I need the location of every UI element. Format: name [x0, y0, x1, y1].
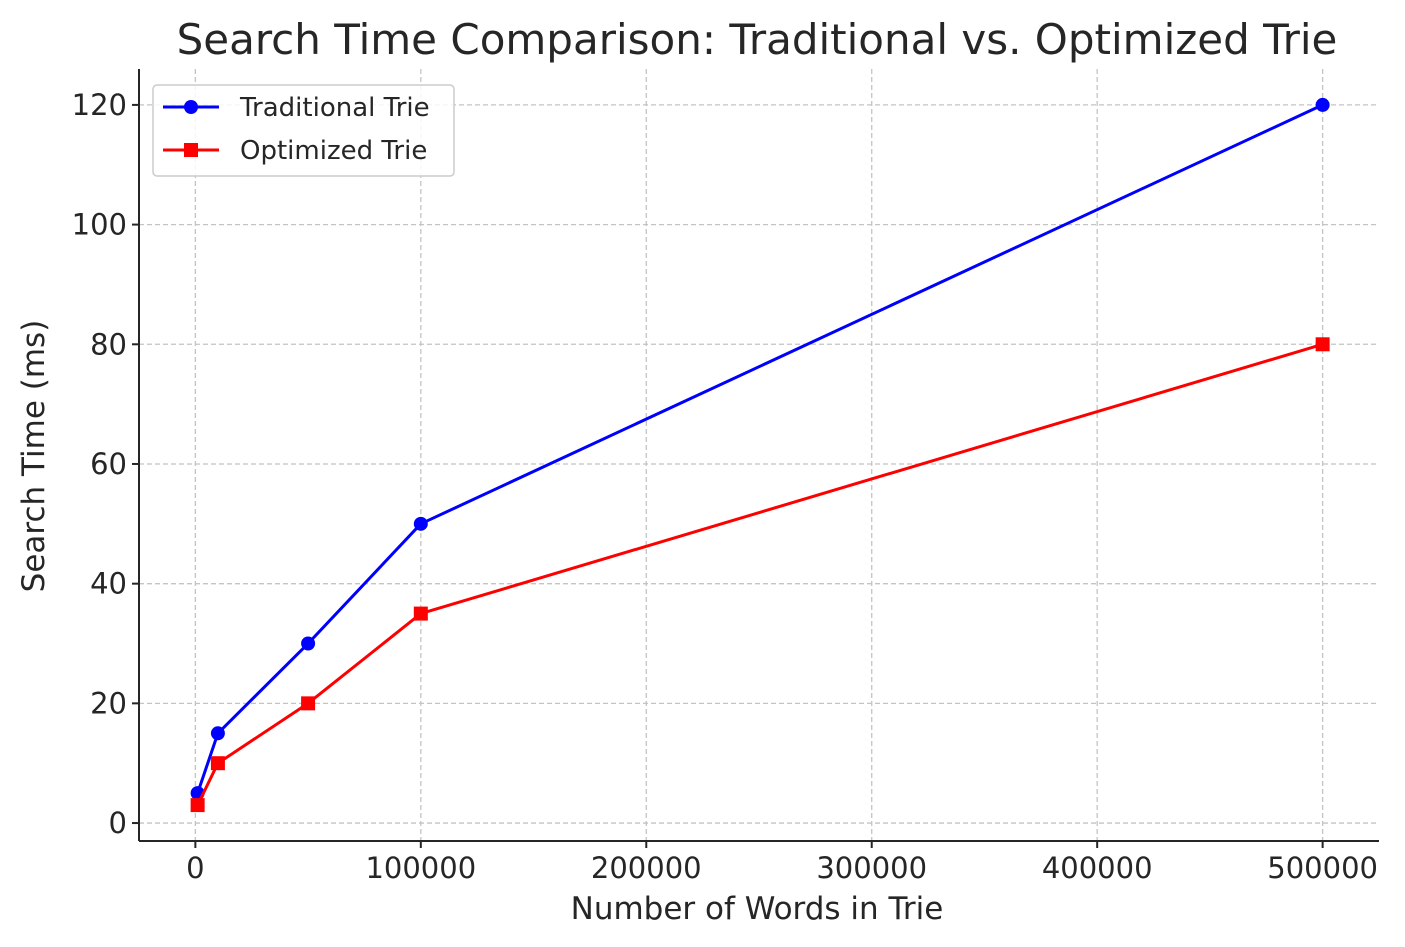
series-line	[196, 342, 1324, 806]
series-optimized-trie	[190, 337, 1330, 813]
y-tick-label: 40	[90, 567, 127, 601]
x-tick-label: 500000	[1267, 851, 1378, 885]
data-point	[301, 696, 316, 711]
y-tick-label: 80	[90, 327, 127, 361]
data-series	[190, 97, 1330, 813]
x-tick-label: 200000	[591, 851, 702, 885]
data-point	[210, 726, 225, 741]
data-point	[1315, 337, 1330, 352]
y-tick-label: 0	[109, 806, 127, 840]
legend-label: Optimized Trie	[240, 136, 427, 166]
x-tick-label: 400000	[1042, 851, 1153, 885]
legend-label: Traditional Trie	[239, 93, 430, 123]
data-point	[413, 606, 428, 621]
series-traditional-trie	[190, 97, 1330, 801]
legend-marker	[184, 143, 198, 157]
series-line	[196, 103, 1324, 794]
x-tick-label: 300000	[816, 851, 927, 885]
legend-item: Optimized Trie	[163, 136, 427, 166]
y-axis-label: Search Time (ms)	[16, 320, 52, 593]
legend: Traditional Trie Optimized Trie	[152, 84, 455, 177]
x-tick-label: 100000	[365, 851, 476, 885]
x-axis-label: Number of Words in Trie	[571, 891, 944, 927]
legend-marker	[184, 100, 198, 114]
legend-item: Traditional Trie	[163, 93, 430, 123]
legend-frame	[152, 84, 455, 177]
y-axis-ticks: 0 20 40 60 80 100 120	[72, 88, 139, 840]
data-point	[210, 756, 225, 771]
axes-spines	[138, 69, 1379, 842]
x-axis-ticks: 0 100000 200000 300000 400000 500000	[186, 841, 1378, 885]
data-point	[301, 636, 316, 651]
data-point	[190, 798, 205, 813]
y-tick-label: 60	[90, 447, 127, 481]
x-tick-label: 0	[186, 851, 204, 885]
y-tick-label: 100	[72, 208, 127, 242]
chart-title: Search Time Comparison: Traditional vs. …	[177, 15, 1338, 64]
grid-lines	[139, 69, 1379, 841]
data-point	[1315, 97, 1330, 112]
data-point	[413, 516, 428, 531]
y-tick-label: 120	[72, 88, 127, 122]
y-tick-label: 20	[90, 686, 127, 720]
